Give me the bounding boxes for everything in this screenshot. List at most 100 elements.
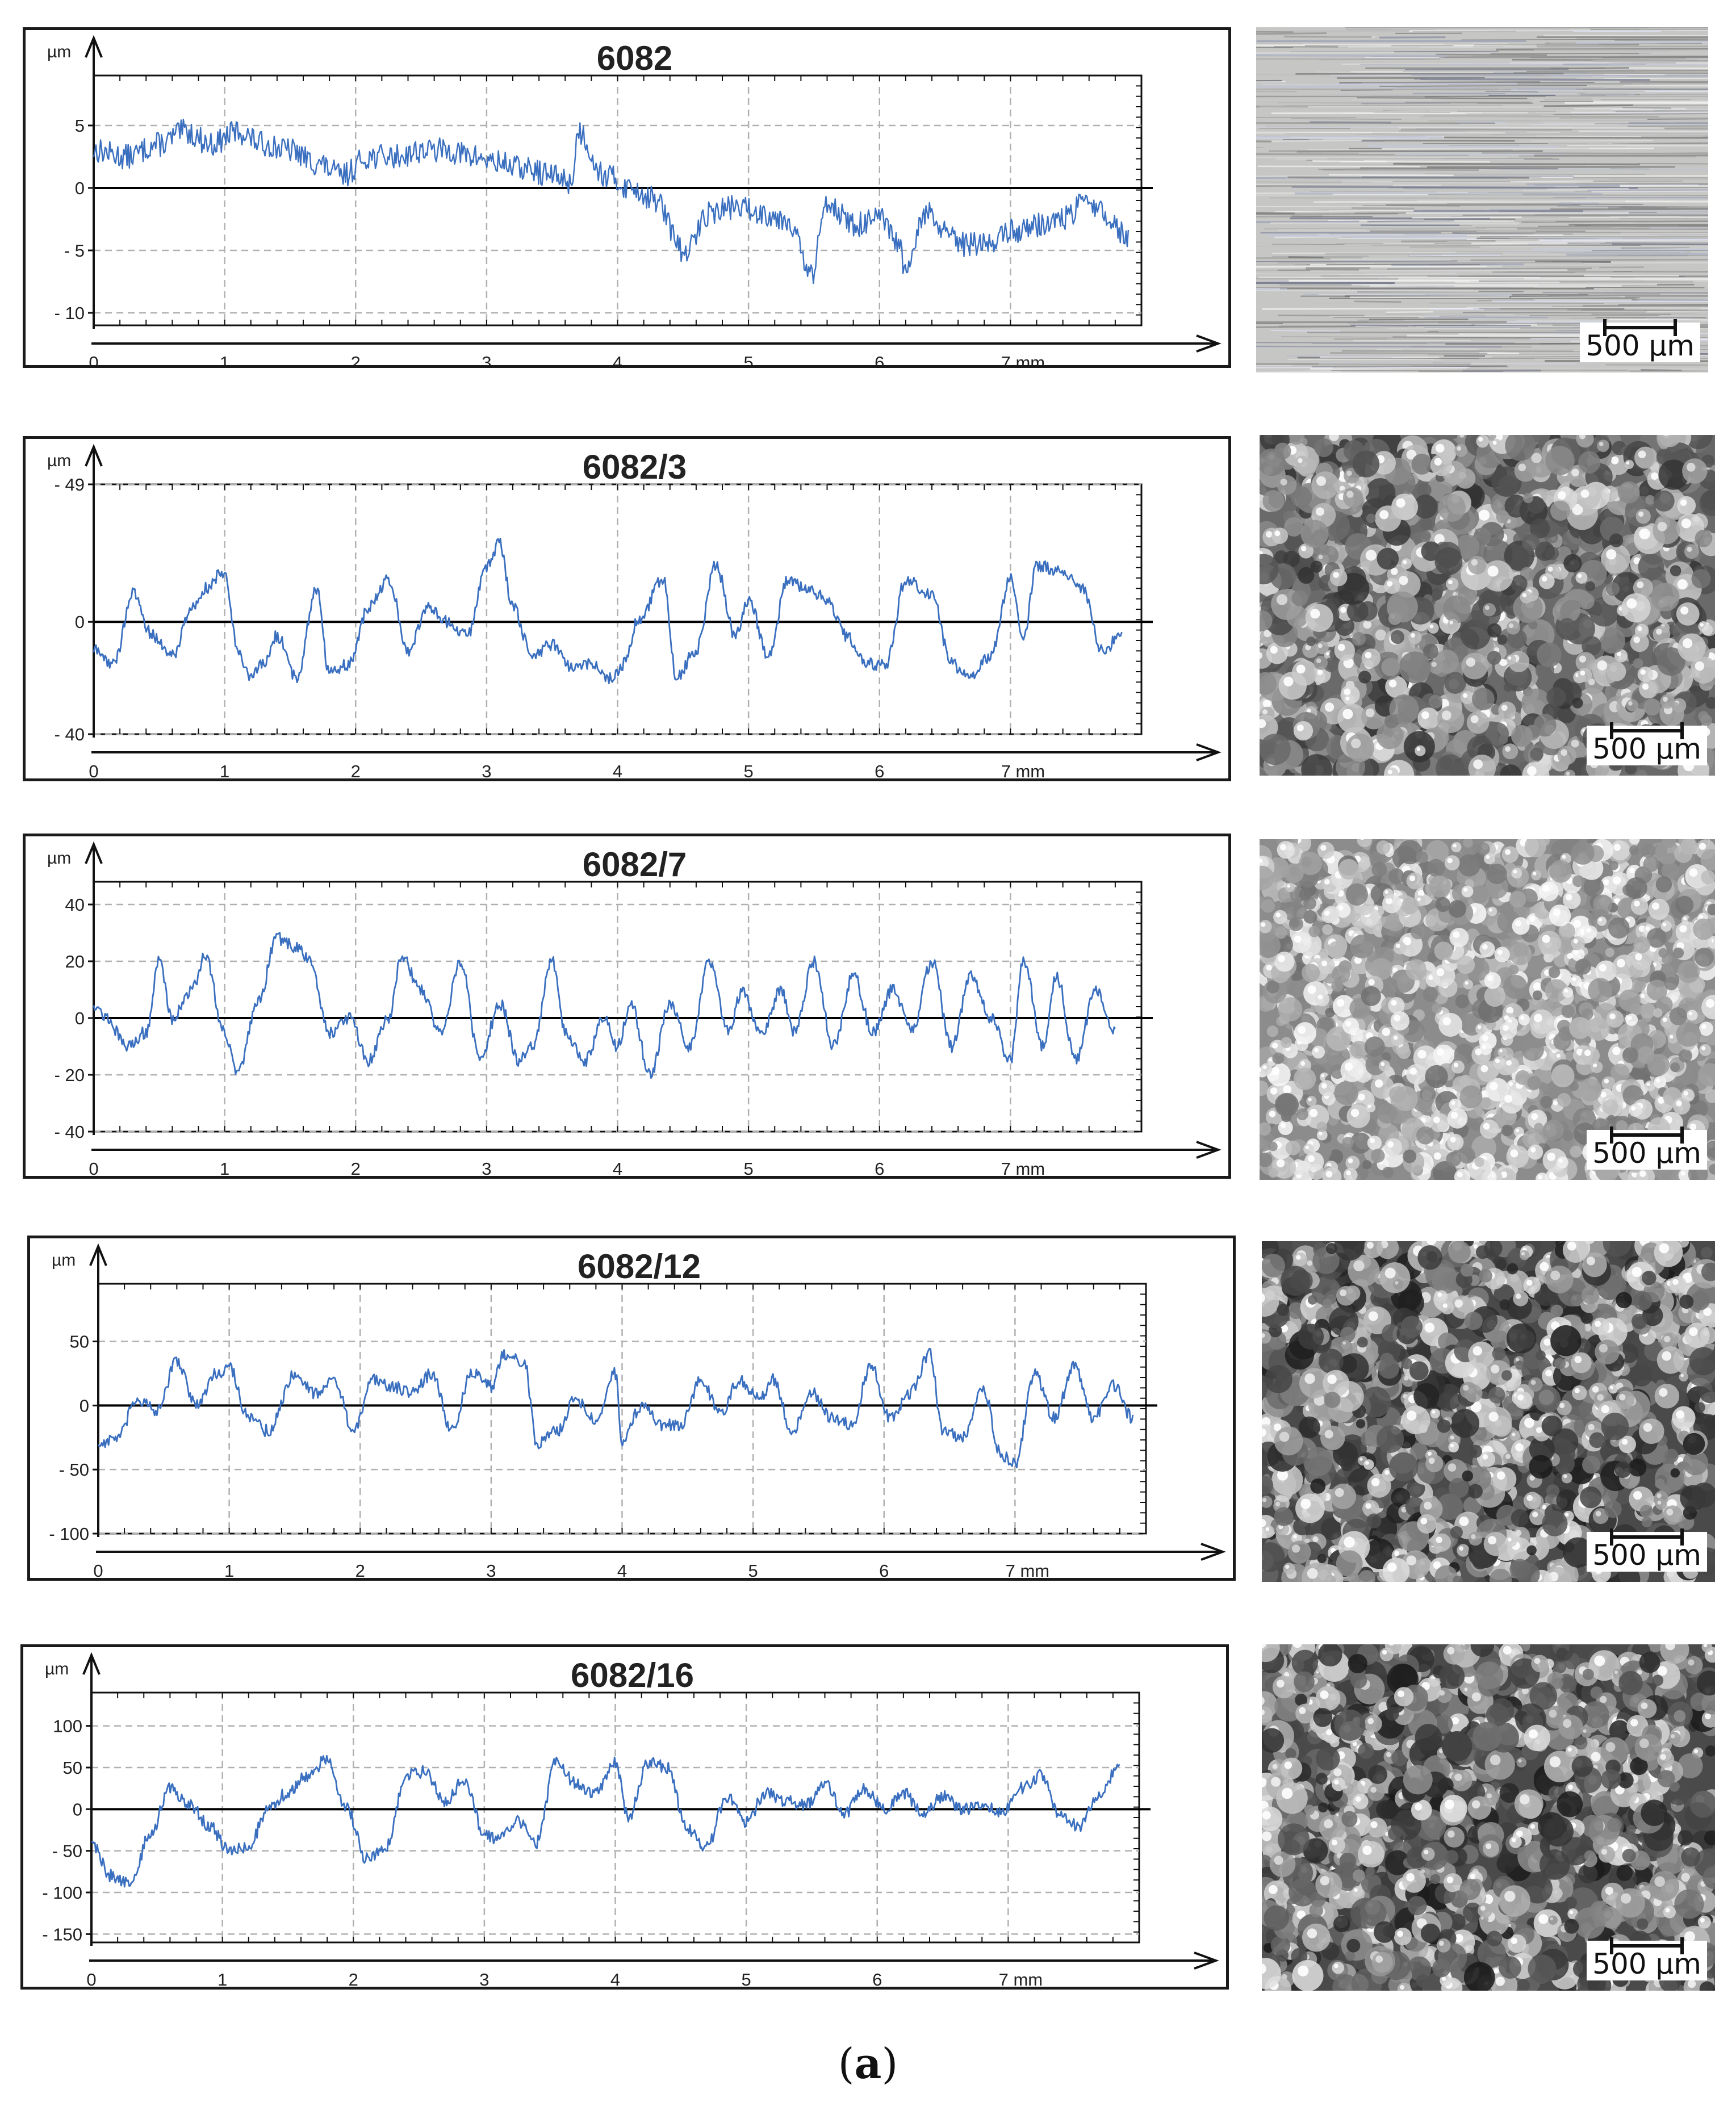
surface-crater [1530,870,1542,881]
surface-crater [1290,931,1312,953]
crater-highlight [1508,1082,1513,1086]
surface-crater [1520,591,1533,604]
x-tick-label: 6 [875,1159,884,1176]
surface-crater [1346,600,1369,622]
crater-highlight [1457,446,1462,451]
surface-crater [1557,746,1576,765]
surface-crater [1660,694,1675,709]
rolling-streak [1283,104,1503,106]
crater-highlight [1628,701,1633,706]
surface-crater [1293,721,1313,741]
x-tick-label: 6 [875,353,884,365]
rolling-streak [1579,85,1708,87]
x-tick-label: 2 [351,353,361,365]
rolling-streak [1287,176,1529,179]
surface-crater [1578,451,1601,474]
crater-highlight [1260,858,1262,863]
surface-crater [1319,544,1330,555]
crater-highlight [1317,994,1323,1000]
surface-crater [1533,714,1557,737]
surface-crater [1260,1153,1273,1167]
surface-crater [1610,1063,1630,1083]
crater-highlight [1580,489,1589,498]
surface-crater [1466,711,1490,734]
crater-highlight [1556,1053,1561,1058]
surface-crater [1499,735,1508,744]
crater-highlight [1642,683,1649,690]
y-tick-label: 40 [65,895,85,915]
x-tick-label: 3 [482,1159,491,1176]
surface-crater [1509,891,1526,908]
crater-highlight [1294,935,1302,943]
rolling-streak [1288,256,1324,258]
rolling-streak [1256,32,1327,35]
surface-crater [1415,745,1426,756]
surface-crater [1700,714,1712,726]
rolling-streak [1410,366,1509,367]
surface-crater [1421,1090,1432,1101]
surface-crater [1496,510,1509,524]
surface-crater [1511,725,1533,747]
rolling-streak [1266,89,1512,90]
crater-highlight [1478,509,1490,521]
crater-highlight [1538,1175,1543,1180]
surface-crater [1399,651,1431,684]
crater-highlight [1566,894,1572,901]
surface-crater [1655,840,1680,865]
rolling-streak [1354,300,1402,303]
profile-panel-6082-7: 6082/7 µm 40 20 0- 20- 40 0 1 2 3 4 5 6 7 mm [23,834,1231,1179]
rolling-streak [1291,136,1375,139]
crater-highlight [1516,1128,1520,1132]
x-tick-label: 1 [224,1561,234,1578]
rolling-streak [1334,82,1517,85]
crater-highlight [1316,658,1321,664]
crater-highlight [1553,1100,1558,1105]
crater-highlight [1680,499,1687,506]
rolling-streak [1538,225,1708,228]
crater-highlight [1533,982,1542,991]
crater-highlight [1363,620,1372,629]
crater-highlight [1421,711,1429,719]
crater-highlight [1572,977,1576,982]
surface-crater [1350,1132,1371,1154]
rolling-streak [1553,196,1708,198]
surface-crater [1430,588,1442,601]
crater-highlight [1316,476,1327,486]
crater-highlight [1276,594,1288,605]
rolling-streak [1409,245,1473,248]
rolling-streak [1256,133,1285,135]
rolling-streak [1588,198,1708,199]
surface-crater [1487,906,1497,916]
crater-highlight [1264,629,1271,638]
surface-crater [1260,1081,1269,1096]
surface-crater [1658,435,1681,447]
crater-highlight [1385,897,1392,904]
crater-highlight [1579,655,1587,663]
crater-highlight [1480,1065,1488,1073]
crater-highlight [1705,999,1715,1008]
surface-crater [1695,529,1713,547]
surface-crater [1530,747,1543,761]
crater-highlight [1572,504,1583,516]
x-tick-label: 1 [220,761,229,778]
surface-crater [1352,632,1366,646]
crater-highlight [1431,661,1437,667]
surface-crater [1679,1049,1692,1063]
y-tick-label: - 50 [59,1460,89,1480]
rolling-streak [1617,37,1708,39]
rolling-streak [1632,270,1708,273]
surface-crater [1436,754,1465,776]
surface-crater [1335,616,1354,636]
crater-highlight [1529,915,1536,922]
surface-crater [1532,990,1542,1000]
surface-crater [1651,583,1680,612]
rolling-streak [1401,128,1572,131]
y-axis-arrow [85,841,103,864]
y-tick-label: - 150 [42,1924,82,1944]
surface-crater [1501,1124,1513,1137]
surface-crater [1472,688,1495,711]
surface-crater [1384,1138,1403,1156]
crater-highlight [1629,868,1635,873]
rolling-streak [1551,192,1708,194]
crater-highlight [1354,956,1362,964]
